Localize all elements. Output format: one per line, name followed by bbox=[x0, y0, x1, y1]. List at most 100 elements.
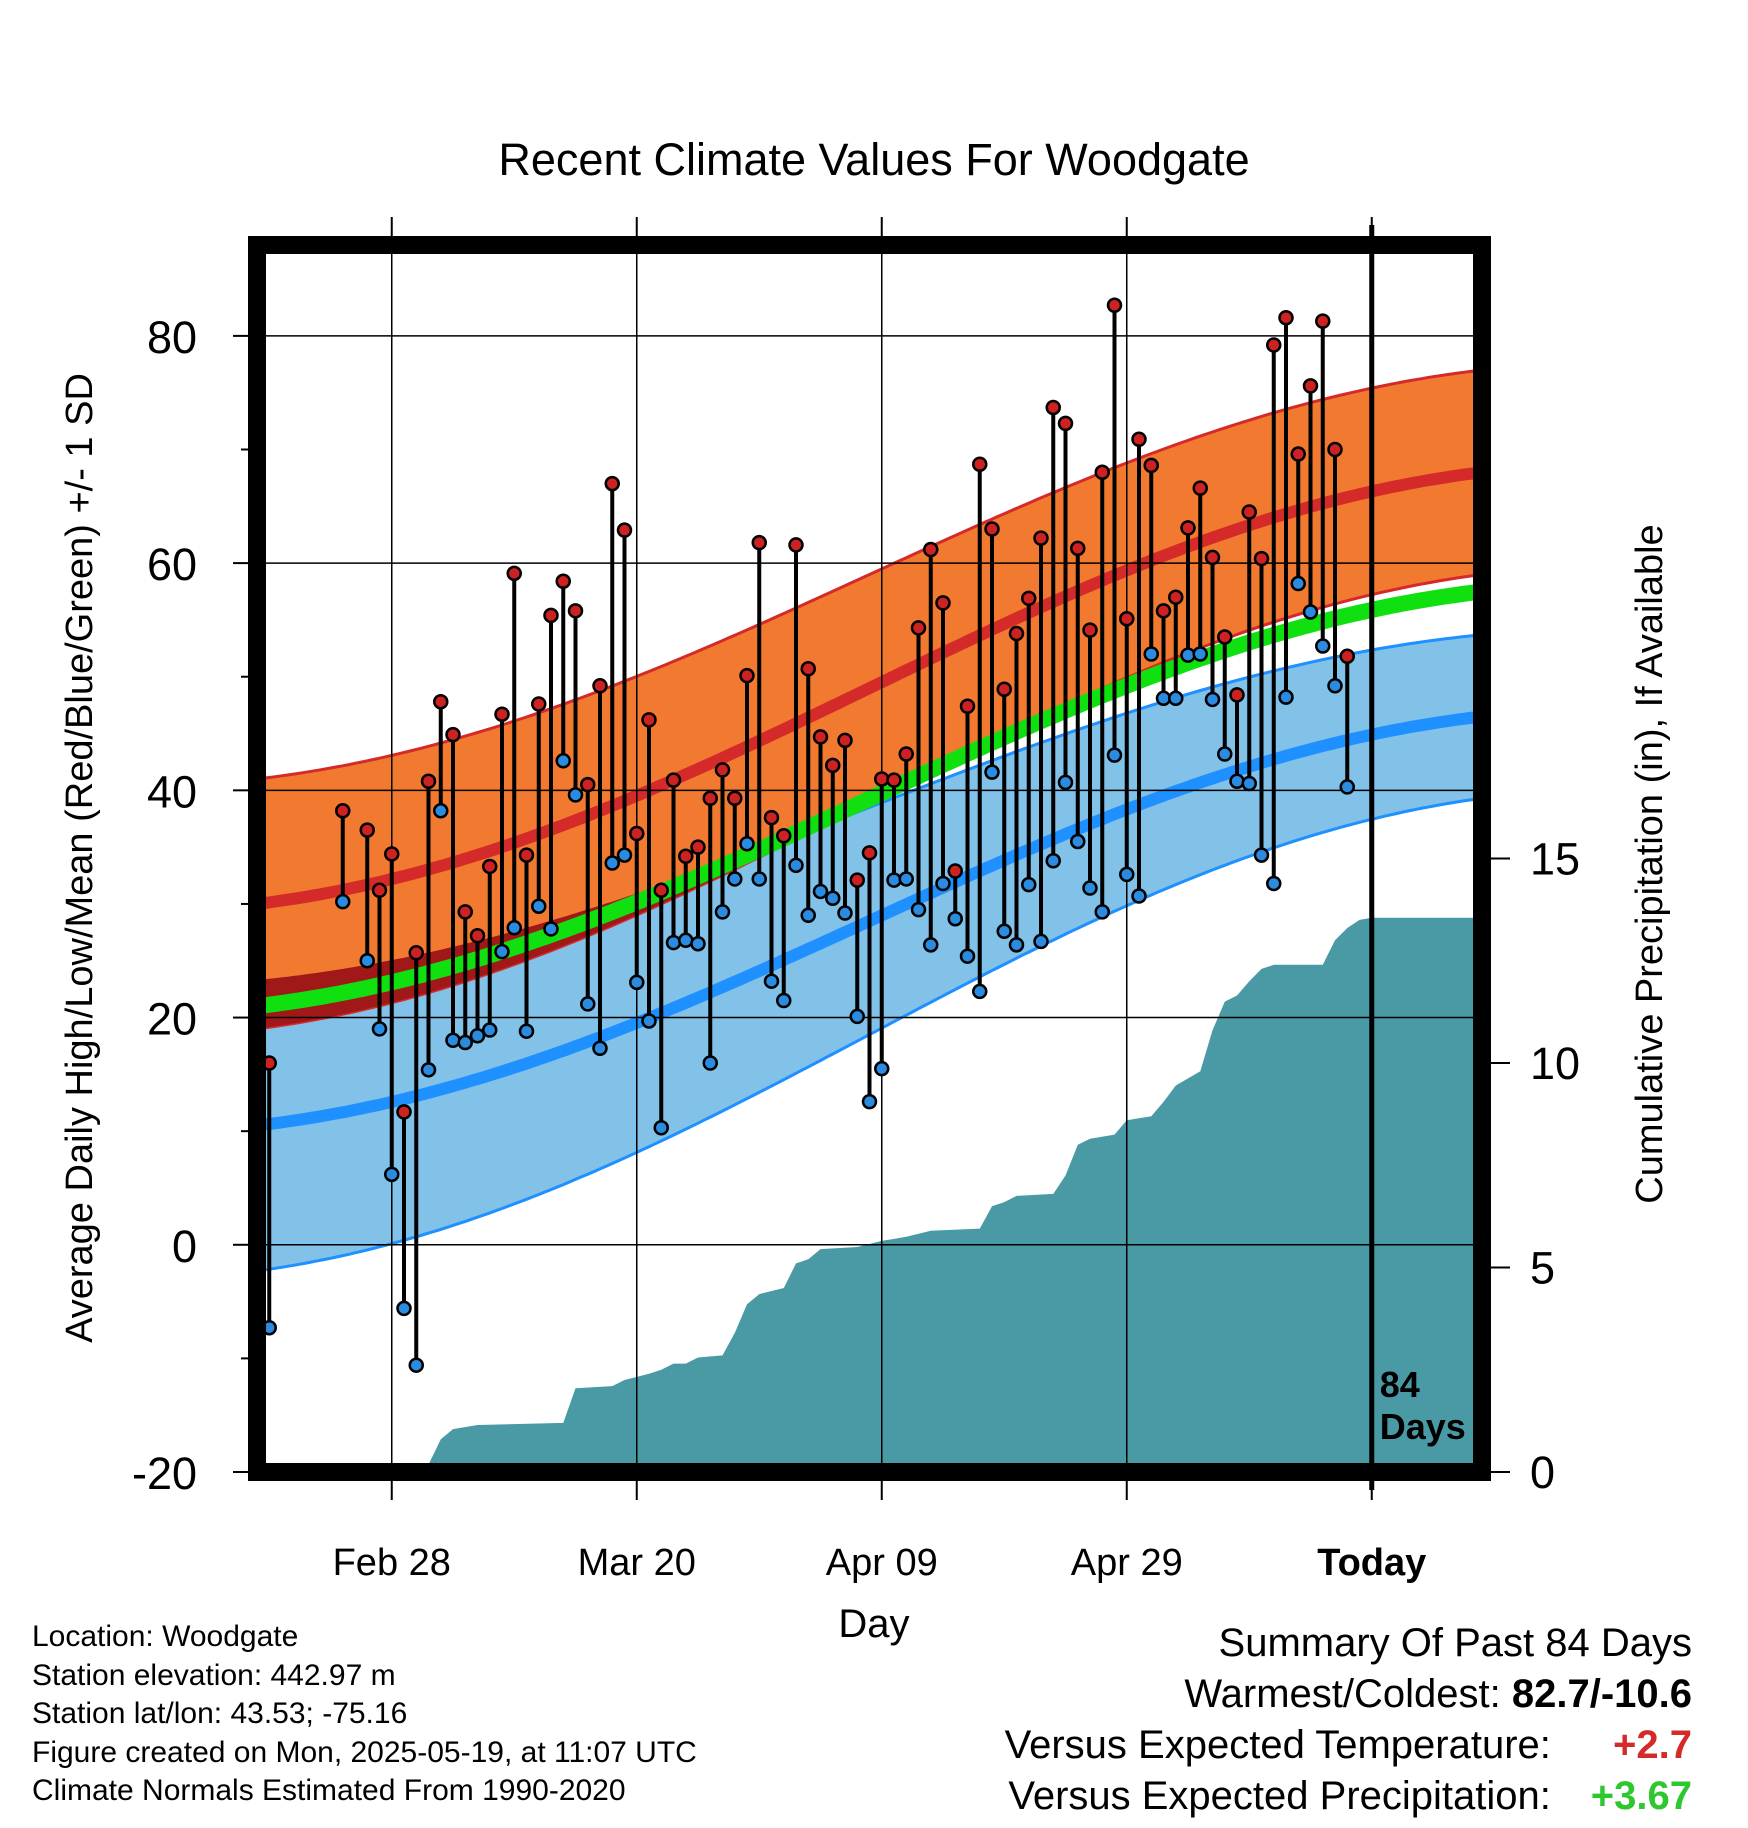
daily-low-point bbox=[567, 787, 584, 803]
warmest-coldest-row: Warmest/Coldest: 82.7/-10.6 bbox=[1005, 1669, 1692, 1720]
daily-high-point bbox=[788, 537, 804, 553]
y2-tick-label: 15 bbox=[1530, 834, 1580, 885]
daily-low-point bbox=[776, 992, 792, 1009]
daily-low-point bbox=[592, 1040, 608, 1056]
x-tick-label: Apr 29 bbox=[1071, 1542, 1183, 1584]
daily-high-point bbox=[518, 847, 535, 863]
x-axis-title: Day bbox=[838, 1602, 909, 1646]
daily-high-point bbox=[1217, 629, 1233, 645]
daily-high-point bbox=[653, 882, 669, 899]
daily-low-point bbox=[1229, 773, 1245, 789]
y2-tick-label: 0 bbox=[1530, 1447, 1555, 1498]
y-tick-label: -20 bbox=[132, 1448, 197, 1499]
precipitation-area bbox=[257, 917, 1482, 1472]
daily-high-point bbox=[604, 475, 620, 492]
daily-low-point bbox=[1033, 933, 1049, 950]
location-text: Location: Woodgate bbox=[32, 1620, 299, 1653]
daily-low-point bbox=[1278, 689, 1294, 705]
daily-high-point bbox=[1241, 504, 1257, 520]
daily-high-point bbox=[874, 771, 890, 787]
temp-anomaly-label: Versus Expected Temperature: bbox=[1004, 1723, 1551, 1767]
y2-tick-label: 10 bbox=[1530, 1038, 1580, 1089]
daily-high-point bbox=[800, 661, 816, 677]
precip-anomaly-row: Versus Expected Precipitation: +3.67 bbox=[1005, 1771, 1692, 1822]
plot-interior bbox=[257, 245, 1482, 1472]
daily-high-point bbox=[837, 732, 853, 749]
daily-high-point bbox=[898, 746, 914, 762]
daily-low-point bbox=[1168, 690, 1184, 707]
y-tick-label: 20 bbox=[147, 994, 197, 1045]
daily-low-point bbox=[616, 847, 633, 863]
daily-high-point bbox=[359, 822, 375, 838]
daily-high-point bbox=[959, 698, 976, 715]
daily-high-point bbox=[567, 603, 584, 619]
created-text: Figure created on Mon, 2025-05-19, at 11… bbox=[32, 1735, 697, 1769]
daily-high-point bbox=[543, 607, 559, 624]
daily-high-point bbox=[371, 882, 388, 899]
daily-high-point bbox=[420, 773, 437, 789]
daily-high-point bbox=[433, 693, 449, 710]
daily-high-point bbox=[678, 848, 694, 864]
daily-low-point bbox=[800, 907, 816, 924]
y-tick-label: 40 bbox=[147, 766, 197, 817]
daily-high-point bbox=[1253, 550, 1270, 567]
daily-high-point bbox=[641, 712, 657, 728]
daily-high-point bbox=[1033, 530, 1049, 546]
today-days-count: 84 bbox=[1380, 1364, 1420, 1405]
daily-high-point bbox=[482, 858, 498, 875]
daily-high-point bbox=[984, 521, 1000, 537]
temp-anomaly-row: Versus Expected Temperature: +2.7 bbox=[1005, 1720, 1692, 1771]
daily-high-point bbox=[825, 757, 841, 774]
daily-high-point bbox=[1302, 378, 1319, 394]
daily-high-point bbox=[1229, 687, 1245, 703]
daily-high-point bbox=[469, 928, 486, 944]
daily-high-point bbox=[555, 573, 571, 590]
warmest-coldest-value: 82.7/-10.6 bbox=[1511, 1672, 1692, 1716]
x-tick-label: Mar 20 bbox=[578, 1542, 696, 1584]
daily-high-point bbox=[1155, 603, 1172, 619]
daily-high-point bbox=[1315, 313, 1331, 329]
daily-high-point bbox=[580, 776, 596, 793]
summary-panel: Summary Of Past 84 Days Warmest/Coldest:… bbox=[1005, 1618, 1692, 1822]
daily-high-point bbox=[714, 762, 731, 778]
daily-low-point bbox=[457, 1034, 473, 1051]
daily-low-point bbox=[1082, 880, 1098, 896]
daily-high-point bbox=[1192, 480, 1208, 496]
daily-low-point bbox=[984, 764, 1000, 780]
x-tick-label: Apr 09 bbox=[826, 1542, 938, 1584]
daily-low-point bbox=[371, 1021, 388, 1037]
daily-low-point bbox=[408, 1357, 424, 1373]
daily-low-point bbox=[1266, 875, 1282, 892]
chart-title: Recent Climate Values For Woodgate bbox=[498, 134, 1249, 185]
daily-high-point bbox=[1327, 441, 1343, 458]
daily-high-point bbox=[1278, 309, 1294, 326]
daily-high-point bbox=[494, 706, 510, 722]
daily-high-point bbox=[1070, 540, 1086, 557]
daily-low-point bbox=[1008, 937, 1025, 953]
daily-low-point bbox=[433, 803, 449, 819]
daily-low-point bbox=[690, 935, 706, 952]
daily-high-point bbox=[751, 534, 767, 551]
daily-low-point bbox=[678, 932, 694, 949]
daily-low-point bbox=[812, 883, 829, 900]
daily-low-point bbox=[1253, 847, 1270, 863]
daily-high-point bbox=[849, 872, 865, 888]
daily-low-point bbox=[518, 1023, 535, 1039]
daily-low-point bbox=[384, 1166, 400, 1183]
daily-high-point bbox=[763, 809, 780, 826]
daily-low-point bbox=[996, 923, 1012, 939]
y-tick-label: 0 bbox=[172, 1221, 197, 1272]
daily-high-point bbox=[910, 620, 927, 636]
daily-high-point bbox=[531, 696, 547, 712]
daily-low-point bbox=[959, 948, 976, 964]
daily-high-point bbox=[335, 803, 351, 819]
daily-low-point bbox=[972, 983, 988, 1000]
y-axis-title: Average Daily High/Low/Mean (Red/Blue/Gr… bbox=[59, 373, 101, 1343]
daily-low-point bbox=[396, 1300, 412, 1317]
precip-anomaly-value: +3.67 bbox=[1590, 1774, 1692, 1818]
daily-low-point bbox=[874, 1060, 890, 1077]
plot-frame bbox=[248, 236, 1491, 1481]
daily-low-point bbox=[482, 1022, 498, 1038]
daily-low-point bbox=[910, 901, 927, 918]
daily-high-point bbox=[506, 565, 522, 582]
